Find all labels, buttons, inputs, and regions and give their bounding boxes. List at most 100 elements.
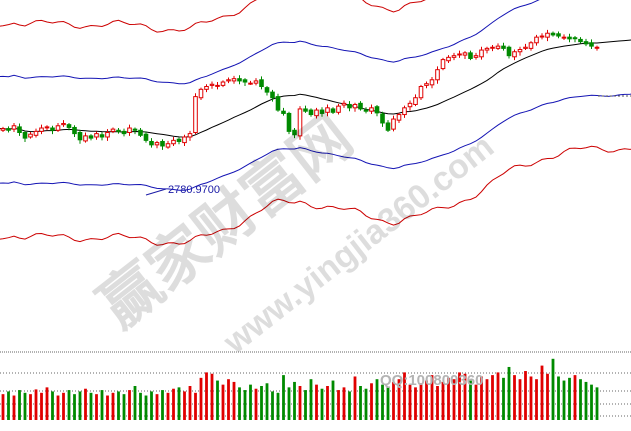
candle-body [226,79,231,82]
candle-body [121,130,127,135]
volume-bar [315,384,318,420]
candle-body [143,133,149,141]
volume-bar [293,381,296,420]
volume-bar [199,377,203,420]
candle-body [61,123,66,126]
candle-body [193,96,198,134]
candle-body [589,42,594,47]
volume-bar [106,395,109,420]
volume-bar [265,383,269,420]
volume-bar [271,391,274,420]
volume-bar [166,392,170,420]
candle-body [501,45,506,49]
volume-bar [133,386,137,420]
candle-body [39,127,44,132]
volume-bar [381,384,384,420]
candle-body [413,97,418,105]
volume-layer [1,358,599,420]
candle-body [303,108,308,112]
candles-layer [0,29,600,150]
volume-bar [67,390,71,420]
volume-bar [73,394,76,420]
candle-body [127,127,132,134]
candle-body [385,122,391,131]
candle-body [314,109,319,117]
candle-body [319,109,325,114]
volume-bar [238,387,241,420]
candle-body [567,36,572,40]
volume-bar [337,390,340,420]
candle-body [325,107,330,113]
volume-bar [480,376,483,420]
candle-body [154,142,160,146]
volume-bar [45,387,49,420]
volume-bar [595,387,599,420]
volume-bar [546,373,549,420]
volume-bar [496,372,500,420]
volume-bar [386,387,390,420]
candle-body [264,87,270,93]
watermark-chinese: 赢家财富网 [87,103,365,340]
volume-bar [56,395,60,420]
candle-body [83,135,88,142]
candle-body [407,102,413,108]
candle-body [292,129,297,136]
candle-body [50,127,55,131]
volume-bar [117,391,120,420]
candle-body [204,86,209,90]
volume-bar [84,388,87,420]
volume-bar [326,386,329,420]
volume-bar [551,358,555,420]
candle-body [171,139,176,145]
candle-body [479,49,484,58]
volume-bar [513,375,516,420]
volume-bar [414,387,417,420]
volume-bar [161,390,164,420]
candle-body [578,38,583,43]
volume-bar [304,390,307,420]
candle-body [215,84,220,87]
candle-body [286,112,292,132]
candle-body [237,78,242,82]
volume-bar [62,392,65,420]
candle-body [583,41,589,45]
volume-bar [128,390,131,420]
volume-bar [122,394,126,420]
volume-bar [403,372,406,420]
volume-bar [331,380,335,420]
volume-bar [540,365,544,420]
candle-body [506,46,512,57]
volume-bar [320,388,324,420]
candle-body [165,143,171,148]
volume-bar [452,379,456,420]
candle-body [424,83,429,86]
volume-bar [298,386,302,420]
candle-body [418,86,424,99]
candle-body [517,49,523,53]
candle-body [44,126,50,129]
candle-body [490,46,495,49]
volume-bar [469,380,472,420]
candle-body [369,107,374,112]
candle-body [380,113,385,124]
candle-body [308,109,314,116]
volume-bar [397,379,401,420]
candle-body [484,47,490,51]
candle-body [160,140,165,147]
volume-bar [34,389,38,420]
candle-body [545,32,550,38]
candle-body [528,42,534,49]
candle-body [105,132,110,138]
volume-bar [1,394,5,420]
volume-bar [194,392,197,420]
volume-bar [359,386,362,420]
candle-body [352,103,358,109]
volume-bar [309,379,313,420]
candle-body [347,103,352,109]
candle-body [391,118,396,130]
volume-bar [249,384,252,420]
candle-body [435,69,440,81]
candle-body [187,133,193,138]
volume-bar [568,377,571,420]
volume-bar [529,376,533,420]
